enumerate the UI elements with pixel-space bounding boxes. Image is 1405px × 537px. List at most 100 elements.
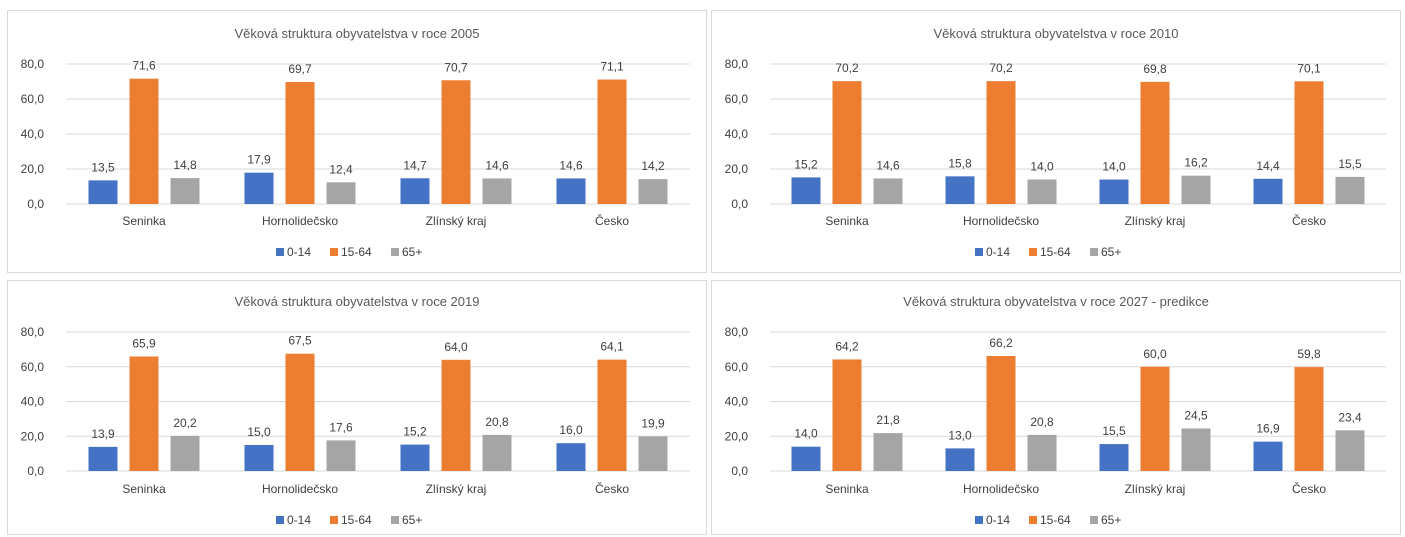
bar-15-64-Zlínský kraj	[1140, 81, 1170, 204]
bar-0-14-Zlínský kraj	[400, 178, 430, 204]
legend-label: 0-14	[986, 245, 1010, 259]
bar-0-14-Seninka	[791, 177, 821, 204]
chart-panel-2027: Věková struktura obyvatelstva v roce 202…	[711, 280, 1401, 535]
chart-2010: Věková struktura obyvatelstva v roce 201…	[725, 26, 1386, 259]
chart-panel-2010: Věková struktura obyvatelstva v roce 201…	[711, 10, 1401, 273]
chart-title: Věková struktura obyvatelstva v roce 201…	[934, 26, 1179, 41]
legend-label: 65+	[402, 513, 422, 527]
category-label: Hornolidečsko	[262, 482, 338, 496]
bar-15-64-Hornolidečsko	[285, 353, 315, 471]
data-label: 16,2	[1184, 156, 1208, 170]
y-tick-label: 80,0	[725, 57, 749, 71]
bar-0-14-Zlínský kraj	[400, 444, 430, 471]
legend-label: 0-14	[287, 245, 311, 259]
bar-0-14-Zlínský kraj	[1099, 444, 1129, 471]
y-tick-label: 20,0	[725, 162, 749, 176]
bar-0-14-Zlínský kraj	[1099, 179, 1129, 204]
y-tick-label: 80,0	[21, 325, 45, 339]
y-tick-label: 40,0	[21, 395, 45, 409]
data-label: 60,0	[1143, 347, 1167, 361]
legend-label: 15-64	[1040, 245, 1071, 259]
bar-15-64-Seninka	[129, 356, 159, 471]
legend-label: 15-64	[341, 513, 372, 527]
data-label: 16,0	[559, 423, 583, 437]
data-label: 20,2	[173, 416, 197, 430]
category-label: Seninka	[825, 214, 869, 228]
data-label: 64,2	[835, 339, 859, 353]
bar-65+-Zlínský kraj	[1181, 175, 1211, 204]
data-label: 17,9	[247, 153, 271, 167]
data-label: 70,7	[444, 60, 468, 74]
legend-label: 65+	[402, 245, 422, 259]
data-label: 14,7	[403, 158, 427, 172]
category-label: Zlínský kraj	[426, 214, 487, 228]
bar-15-64-Hornolidečsko	[285, 82, 315, 204]
legend-swatch	[330, 516, 338, 524]
bar-0-14-Seninka	[88, 180, 118, 204]
y-tick-label: 40,0	[21, 127, 45, 141]
bar-0-14-Hornolidečsko	[244, 444, 274, 471]
data-label: 14,6	[485, 158, 509, 172]
data-label: 69,7	[288, 62, 312, 76]
data-label: 23,4	[1338, 410, 1362, 424]
data-label: 15,5	[1338, 157, 1362, 171]
bar-15-64-Česko	[597, 79, 627, 204]
legend-swatch	[1090, 248, 1098, 256]
data-label: 20,8	[1030, 415, 1054, 429]
y-tick-label: 40,0	[725, 395, 749, 409]
data-label: 12,4	[329, 162, 353, 176]
y-tick-label: 0,0	[27, 197, 44, 211]
bar-0-14-Hornolidečsko	[244, 172, 274, 204]
data-label: 15,0	[247, 425, 271, 439]
data-label: 21,8	[876, 413, 900, 427]
category-label: Seninka	[122, 482, 166, 496]
data-label: 14,4	[1256, 159, 1280, 173]
data-label: 14,8	[173, 158, 197, 172]
bar-15-64-Česko	[1294, 81, 1324, 204]
bar-0-14-Hornolidečsko	[945, 176, 975, 204]
data-label: 13,9	[91, 427, 115, 441]
data-label: 15,8	[948, 156, 972, 170]
bar-65+-Česko	[1335, 430, 1365, 471]
chart-2005: Věková struktura obyvatelstva v roce 200…	[21, 26, 690, 259]
bar-0-14-Česko	[556, 443, 586, 471]
data-label: 14,0	[1102, 160, 1126, 174]
legend-swatch	[1029, 248, 1037, 256]
data-label: 70,1	[1297, 61, 1321, 75]
category-label: Hornolidečsko	[963, 214, 1039, 228]
bar-65+-Zlínský kraj	[482, 434, 512, 471]
y-tick-label: 0,0	[731, 464, 748, 478]
bar-65+-Hornolidečsko	[1027, 179, 1057, 204]
y-tick-label: 20,0	[21, 162, 45, 176]
data-label: 67,5	[288, 334, 312, 348]
chart-title: Věková struktura obyvatelstva v roce 201…	[235, 294, 480, 309]
data-label: 14,0	[1030, 160, 1054, 174]
data-label: 66,2	[989, 336, 1013, 350]
category-label: Česko	[595, 213, 629, 228]
bar-65+-Hornolidečsko	[326, 440, 356, 471]
legend-label: 0-14	[986, 513, 1010, 527]
bar-0-14-Hornolidečsko	[945, 448, 975, 471]
bar-15-64-Seninka	[832, 359, 862, 471]
legend-label: 0-14	[287, 513, 311, 527]
data-label: 16,9	[1256, 422, 1280, 436]
bar-65+-Hornolidečsko	[326, 182, 356, 204]
data-label: 20,8	[485, 415, 509, 429]
y-tick-label: 60,0	[725, 92, 749, 106]
legend-swatch	[391, 248, 399, 256]
chart-2019: Věková struktura obyvatelstva v roce 201…	[21, 294, 690, 527]
bar-15-64-Seninka	[129, 78, 159, 204]
y-tick-label: 60,0	[725, 360, 749, 374]
category-label: Zlínský kraj	[1125, 214, 1186, 228]
category-label: Seninka	[122, 214, 166, 228]
bar-0-14-Seninka	[88, 446, 118, 471]
bar-65+-Zlínský kraj	[482, 178, 512, 204]
data-label: 14,6	[559, 158, 583, 172]
data-label: 64,1	[600, 340, 624, 354]
legend-swatch	[276, 516, 284, 524]
data-label: 71,1	[600, 60, 624, 74]
bar-65+-Seninka	[873, 433, 903, 471]
bar-65+-Zlínský kraj	[1181, 428, 1211, 471]
bar-65+-Česko	[638, 179, 668, 204]
y-tick-label: 60,0	[21, 360, 45, 374]
